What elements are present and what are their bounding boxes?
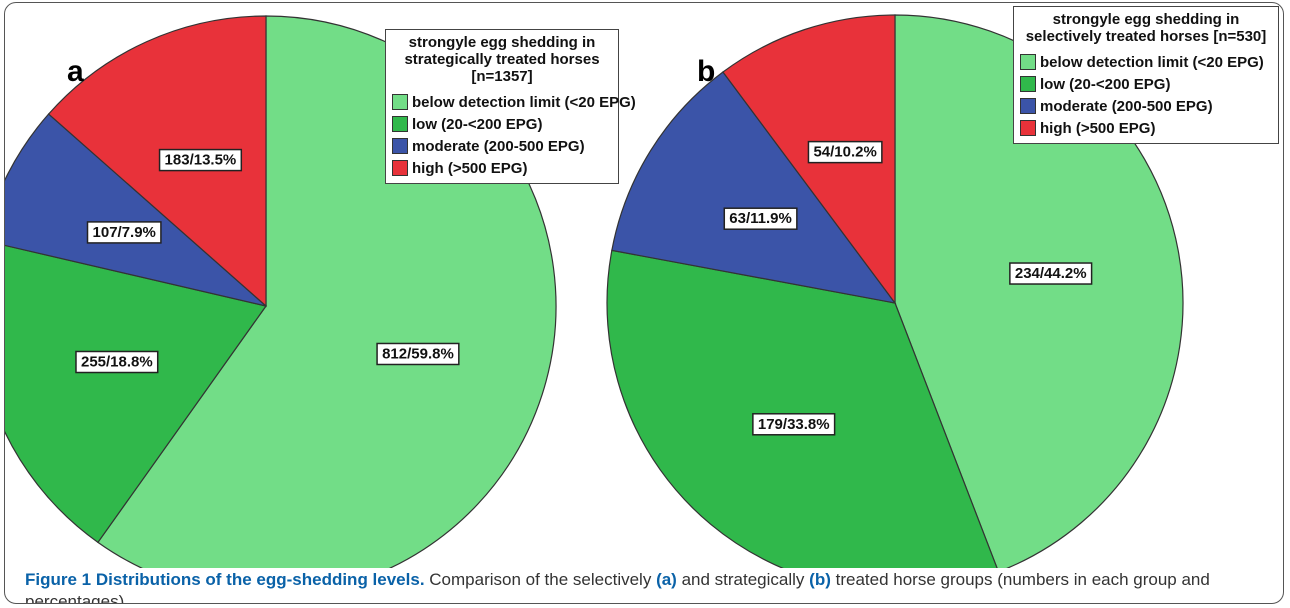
value-label: 179/33.8%: [758, 416, 830, 433]
caption-text: and strategically: [681, 570, 805, 589]
value-label: 183/13.5%: [165, 152, 237, 169]
legend-item: below detection limit (<20 EPG): [1020, 51, 1272, 73]
value-label-box: [752, 413, 836, 436]
legend-swatch: [392, 138, 408, 154]
value-label: 234/44.2%: [1015, 265, 1087, 282]
value-label: 255/18.8%: [81, 354, 153, 371]
value-label: 54/10.2%: [813, 144, 876, 161]
value-label-box: [1009, 262, 1093, 285]
legend-label: low (20-<200 EPG): [1040, 75, 1171, 93]
caption-text: Comparison of the selectively: [429, 570, 652, 589]
legend: strongyle egg shedding in selectively tr…: [1013, 6, 1279, 144]
legend-label: high (>500 EPG): [412, 159, 528, 177]
legend-swatch: [392, 116, 408, 132]
figure-frame: 812/59.8% 255/18.8% 107/7.9% 183/13.5% 234/4…: [4, 2, 1284, 604]
pie-slice: [5, 113, 267, 307]
legend-label: low (20-<200 EPG): [412, 115, 543, 133]
value-label: 63/11.9%: [729, 210, 792, 227]
value-label: 107/7.9%: [93, 224, 156, 241]
value-label-box: [723, 207, 798, 230]
legend-item: low (20-<200 EPG): [392, 113, 612, 135]
value-label-box: [75, 350, 159, 374]
pie-slice: [5, 244, 268, 544]
value-label-box: [376, 342, 460, 366]
legend-swatch: [1020, 76, 1036, 92]
legend-swatch: [1020, 120, 1036, 136]
chart-svg: 812/59.8% 255/18.8% 107/7.9% 183/13.5% 234/4…: [5, 14, 1184, 568]
legend-item: high (>500 EPG): [392, 157, 612, 179]
panel-label: b: [697, 55, 716, 88]
pie-slice: [894, 14, 1184, 568]
legend-swatch: [392, 160, 408, 176]
pie-slice: [606, 249, 998, 568]
legend-item: moderate (200-500 EPG): [392, 135, 612, 157]
value-label-box: [807, 140, 883, 164]
legend-item: high (>500 EPG): [1020, 117, 1272, 139]
legend-label: below detection limit (<20 EPG): [412, 93, 636, 111]
legend-title: strongyle egg shedding in strategically …: [404, 34, 600, 85]
legend-item: below detection limit (<20 EPG): [392, 91, 636, 113]
pie-slice: [611, 71, 897, 304]
pie-chart: 234/44.2% 179/33.8% 63/11.9% 54/10.2%: [606, 14, 1184, 568]
legend-swatch: [392, 94, 408, 110]
caption-title: Figure 1 Distributions of the egg-sheddi…: [25, 570, 425, 589]
caption: Figure 1 Distributions of the egg-sheddi…: [25, 569, 1265, 604]
legend-label: moderate (200-500 EPG): [1040, 97, 1213, 115]
legend-title: strongyle egg shedding in selectively tr…: [1025, 11, 1267, 45]
legend: strongyle egg shedding in strategically …: [385, 29, 636, 184]
caption-ref: (a): [656, 570, 677, 589]
legend-label: moderate (200-500 EPG): [412, 137, 585, 155]
legend-swatch: [1020, 98, 1036, 114]
legend-item: moderate (200-500 EPG): [1020, 95, 1272, 117]
caption-ref: (b): [809, 570, 831, 589]
legend-label: high (>500 EPG): [1040, 119, 1156, 137]
value-label: 812/59.8%: [382, 345, 454, 362]
pie-slice: [47, 15, 267, 308]
panel-label: a: [67, 55, 84, 88]
legend-item: low (20-<200 EPG): [1020, 73, 1272, 95]
legend-swatch: [1020, 54, 1036, 70]
value-label-box: [158, 148, 243, 172]
caption-text: treated horse groups (numbers in each gr…: [25, 570, 1210, 604]
charts: 812/59.8% 255/18.8% 107/7.9% 183/13.5% 234/4…: [5, 3, 1283, 568]
value-label-box: [86, 221, 162, 244]
legend-label: below detection limit (<20 EPG): [1040, 53, 1264, 71]
